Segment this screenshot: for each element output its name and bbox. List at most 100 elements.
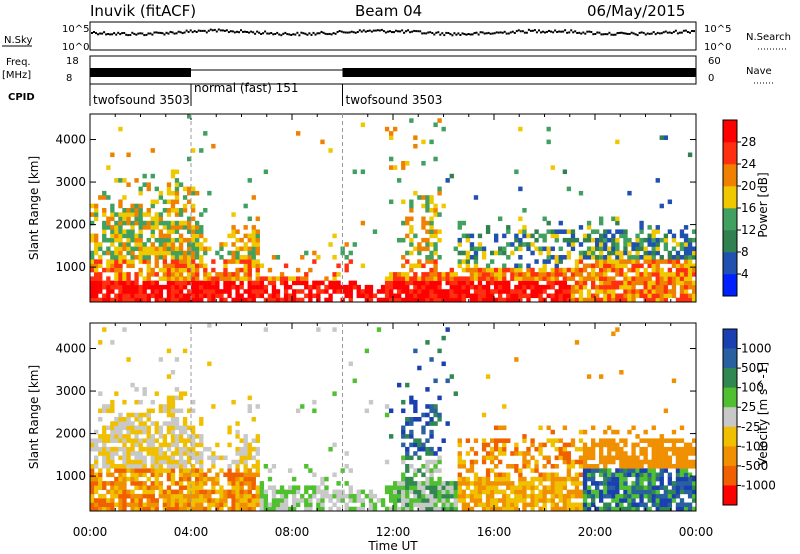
y-tick-label: 1000 [55,469,86,483]
heatmap-cell [445,293,450,299]
heatmap-cell [627,455,632,461]
nsky-point [191,31,194,34]
heatmap-cell [138,451,143,456]
heatmap-cell [178,233,184,239]
heatmap-cell [118,126,123,132]
heatmap-cell [554,289,559,294]
heatmap-cell [316,289,321,294]
heatmap-cell [102,455,107,461]
heatmap-cell [247,289,252,294]
heatmap-cell [219,489,224,495]
power-heatmap [90,114,697,303]
heatmap-cell [259,493,265,499]
heatmap-cell [518,272,523,277]
heatmap-cell [445,489,450,495]
heatmap-cell [615,485,620,490]
heatmap-cell [182,442,188,448]
heatmap-cell [655,263,660,269]
nsky-point [256,30,259,33]
heatmap-cell [494,476,499,482]
heatmap-cell [570,464,576,469]
heatmap-cell [473,255,479,260]
heatmap-cell [170,297,176,303]
heatmap-cell [162,199,168,205]
heatmap-cell [514,498,519,503]
heatmap-cell [223,455,228,461]
heatmap-cell [255,280,260,286]
heatmap-cell [304,489,309,495]
heatmap-cell [195,442,200,448]
heatmap-cell [227,476,232,482]
heatmap-cell [433,156,438,162]
heatmap-cell [518,451,523,456]
heatmap-cell [211,459,216,465]
heatmap-cell [469,498,475,503]
freq-tick-bottom: 8 [66,73,72,84]
heatmap-cell [316,284,321,290]
heatmap-cell [683,267,689,273]
heatmap-cell [473,459,479,465]
heatmap-cell [623,506,628,512]
heatmap-cell [655,485,660,490]
heatmap-cell [195,250,200,256]
heatmap-cell [279,272,285,277]
heatmap-cell [158,284,164,290]
heatmap-cell [174,293,180,299]
nsky-point [161,32,164,35]
heatmap-cell [562,229,568,234]
heatmap-cell [526,446,531,452]
heatmap-cell [304,293,309,299]
heatmap-cell [174,259,180,264]
nsky-point [584,32,587,35]
heatmap-cell [243,263,248,269]
heatmap-cell [421,502,426,508]
heatmap-cell [352,493,357,499]
heatmap-cell [211,259,216,264]
heatmap-cell [441,335,446,341]
heatmap-cell [118,425,123,431]
heatmap-cell [659,468,664,473]
heatmap-cell [490,276,495,281]
heatmap-cell [679,289,685,294]
heatmap-cell [243,464,248,469]
heatmap-cell [182,493,188,499]
heatmap-cell [586,233,592,239]
heatmap-cell [114,255,119,260]
heatmap-cell [481,250,487,256]
heatmap-cell [409,289,414,294]
heatmap-cell [421,485,426,490]
heatmap-cell [296,131,301,136]
heatmap-cell [178,489,184,495]
heatmap-cell [494,455,499,461]
heatmap-cell [461,297,467,303]
nsky-point [419,30,422,33]
heatmap-cell [441,438,446,443]
heatmap-cell [178,272,184,277]
heatmap-cell [623,464,628,469]
heatmap-cell [506,506,511,512]
heatmap-cell [667,250,673,256]
heatmap-cell [429,276,434,281]
heatmap-cell [607,459,612,465]
heatmap-cell [651,250,656,256]
nsky-point [280,34,283,37]
heatmap-cell [683,297,689,303]
heatmap-cell [461,280,467,286]
heatmap-cell [477,233,483,239]
heatmap-cell [195,284,200,290]
heatmap-cell [227,284,232,290]
heatmap-cell [502,297,507,303]
heatmap-cell [247,446,252,452]
heatmap-cell [110,498,115,503]
heatmap-cell [687,293,693,299]
heatmap-cell [142,493,147,499]
heatmap-cell [166,429,172,435]
nsky-point [620,31,623,34]
nsky-point [638,31,641,34]
heatmap-cell [651,246,656,252]
heatmap-cell [409,421,414,426]
heatmap-cell [174,255,180,260]
heatmap-cell [675,455,681,461]
heatmap-cell [687,242,693,247]
